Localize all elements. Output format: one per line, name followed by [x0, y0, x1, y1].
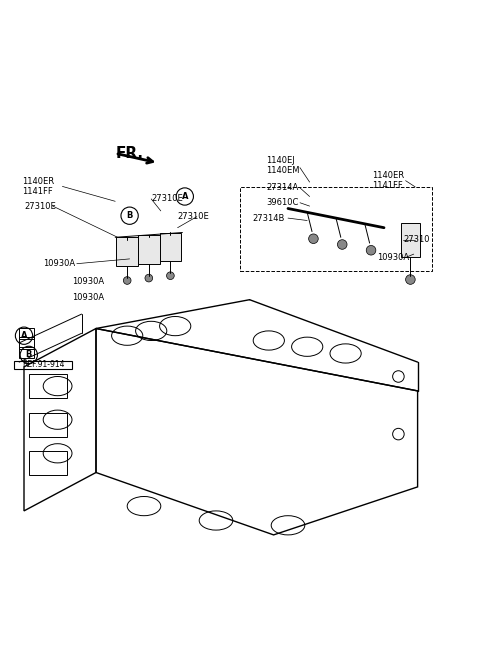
Bar — [138, 235, 159, 263]
Text: 1140EJ
1140EM: 1140EJ 1140EM — [266, 156, 300, 175]
Bar — [159, 233, 181, 261]
Text: B: B — [126, 211, 133, 220]
Circle shape — [309, 234, 318, 244]
Circle shape — [337, 240, 347, 249]
Text: 10930A: 10930A — [377, 253, 409, 262]
Bar — [29, 413, 67, 436]
Text: REF.91-914: REF.91-914 — [22, 361, 64, 369]
Bar — [29, 451, 67, 475]
Bar — [19, 328, 34, 339]
Bar — [117, 237, 138, 266]
Bar — [19, 347, 34, 358]
Text: 39610C: 39610C — [266, 198, 299, 207]
Text: A: A — [21, 331, 27, 340]
Text: 1140ER
1141FF: 1140ER 1141FF — [372, 171, 404, 191]
Text: 27310E: 27310E — [178, 212, 209, 221]
Circle shape — [167, 272, 174, 279]
Text: 27314B: 27314B — [252, 214, 284, 223]
Text: FR.: FR. — [115, 146, 143, 161]
Circle shape — [366, 246, 376, 255]
Bar — [401, 223, 420, 256]
Text: 27310: 27310 — [403, 235, 430, 244]
Text: 10930A: 10930A — [72, 277, 104, 286]
Circle shape — [145, 274, 153, 282]
Circle shape — [123, 277, 131, 284]
Bar — [29, 374, 67, 398]
Bar — [19, 337, 34, 349]
Text: 10930A: 10930A — [43, 260, 75, 268]
Text: 10930A: 10930A — [72, 293, 104, 302]
Text: A: A — [181, 192, 188, 201]
Text: B: B — [25, 350, 32, 359]
Text: 27310E: 27310E — [24, 202, 56, 211]
Circle shape — [406, 275, 415, 284]
Bar — [14, 361, 72, 369]
Text: 27310E: 27310E — [151, 194, 183, 204]
Bar — [240, 187, 432, 271]
Text: 1140ER
1141FF: 1140ER 1141FF — [22, 177, 54, 196]
Text: 27314A: 27314A — [266, 183, 299, 193]
